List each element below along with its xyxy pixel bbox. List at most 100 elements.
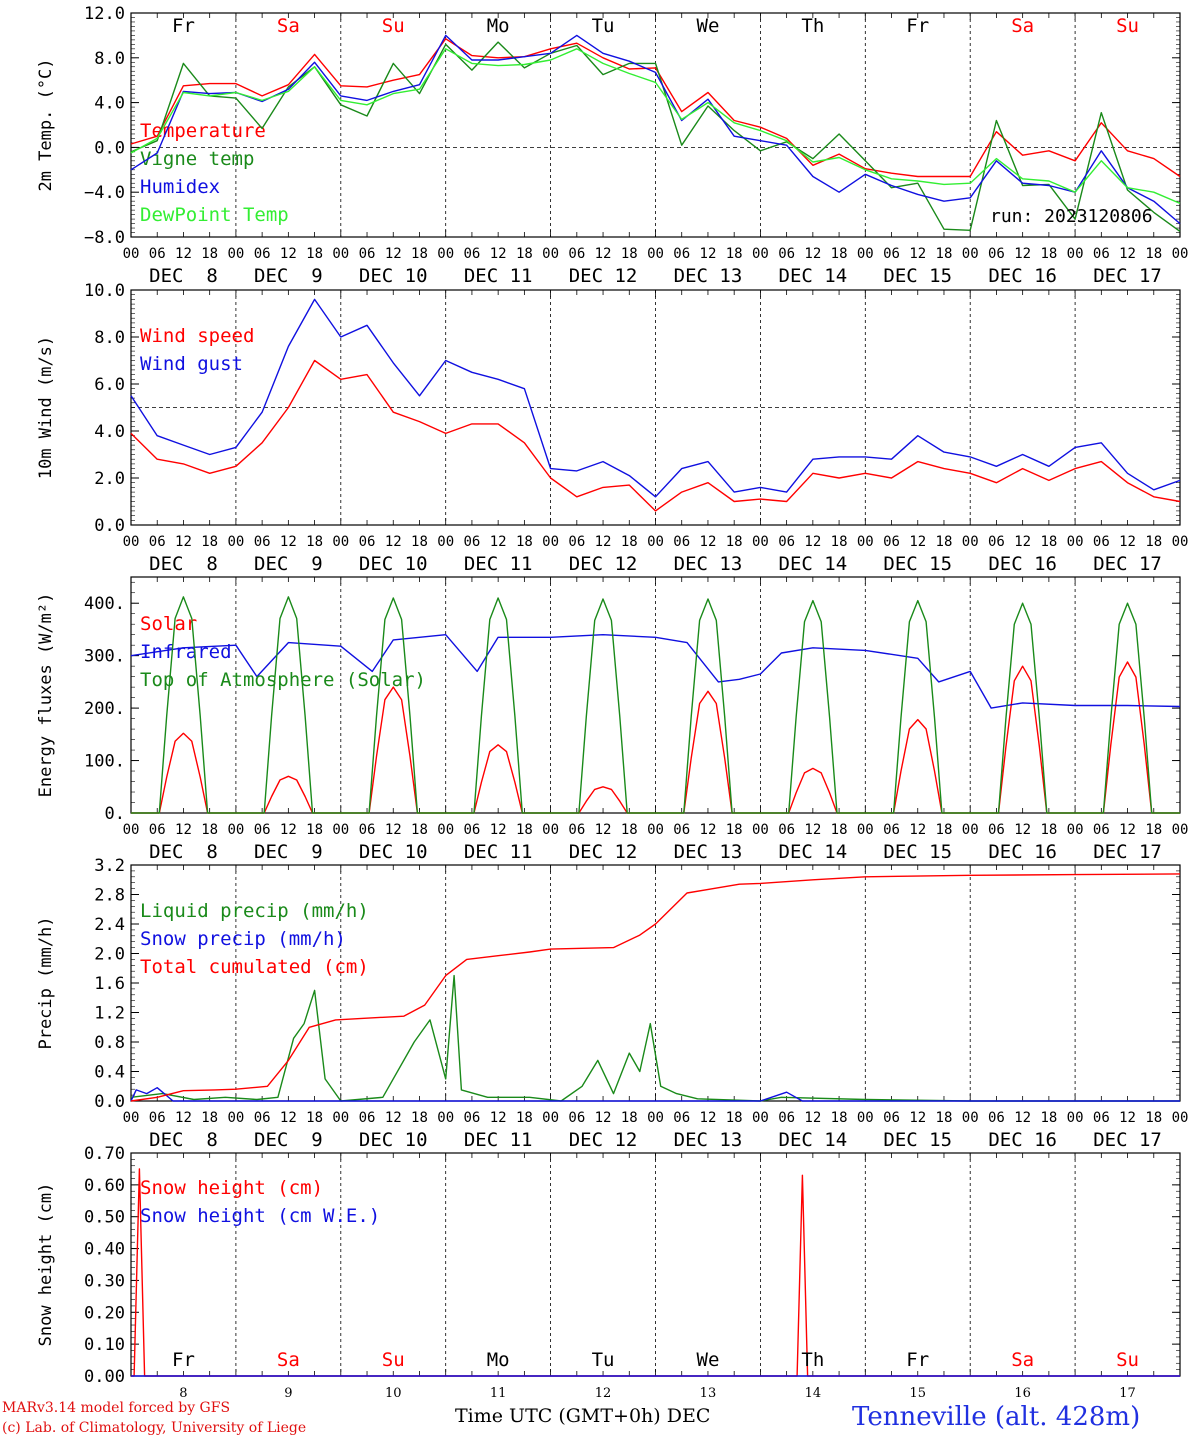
model-credit: MARv3.14 model forced by GFS xyxy=(2,1400,231,1416)
weekday-label: We xyxy=(697,1349,720,1371)
date-label: DEC 8 xyxy=(149,1129,218,1151)
hour-label: 18 xyxy=(516,1110,533,1126)
date-label: DEC 10 xyxy=(359,265,428,287)
legend-entry: Wind speed xyxy=(140,325,254,347)
legend-entry: Snow height (cm) xyxy=(140,1177,323,1199)
date-label: DEC 8 xyxy=(149,553,218,575)
day-number-label: 11 xyxy=(490,1386,507,1401)
hour-label: 00 xyxy=(437,534,454,550)
x-axis-title: Time UTC (GMT+0h) DEC xyxy=(455,1405,711,1427)
y-tick-label: 0.20 xyxy=(84,1303,125,1323)
y-tick-label: 0.40 xyxy=(84,1240,125,1260)
y-tick-label: 1.6 xyxy=(94,974,125,994)
date-label: DEC 10 xyxy=(359,841,428,863)
date-label: DEC 14 xyxy=(779,265,848,287)
weekday-label: Fr xyxy=(906,15,929,37)
hour-label: 00 xyxy=(752,822,769,838)
hour-label: 00 xyxy=(647,1110,664,1126)
hour-label: 00 xyxy=(857,246,874,262)
hour-label: 00 xyxy=(752,1110,769,1126)
date-label: DEC 16 xyxy=(988,841,1057,863)
hour-label: 06 xyxy=(1093,246,1110,262)
hour-label: 18 xyxy=(306,822,323,838)
hour-label: 12 xyxy=(595,822,612,838)
y-tick-label: 2.4 xyxy=(94,915,125,935)
date-label: DEC 9 xyxy=(254,265,323,287)
y-axis-label: 2m Temp. (°C) xyxy=(36,58,56,191)
date-label: DEC 12 xyxy=(569,841,638,863)
hour-label: 18 xyxy=(306,534,323,550)
hour-label: 00 xyxy=(437,822,454,838)
day-number-label: 14 xyxy=(805,1386,822,1401)
day-number-label: 12 xyxy=(595,1386,612,1401)
hour-label: 18 xyxy=(411,822,428,838)
legend-entry: Humidex xyxy=(140,176,220,198)
hour-label: 18 xyxy=(621,246,638,262)
series-line-snow-height-cm xyxy=(131,1168,1180,1377)
day-number-label: 10 xyxy=(385,1386,402,1401)
hour-label: 00 xyxy=(437,246,454,262)
day-number-label: 8 xyxy=(179,1386,187,1401)
hour-label: 06 xyxy=(883,822,900,838)
hour-label: 12 xyxy=(490,246,507,262)
hour-label: 06 xyxy=(568,822,585,838)
y-tick-label: 2.8 xyxy=(94,886,125,906)
hour-label: 00 xyxy=(332,534,349,550)
date-label: DEC 14 xyxy=(779,1129,848,1151)
hour-label: 18 xyxy=(1145,534,1162,550)
date-label: DEC 15 xyxy=(883,265,952,287)
hour-label: 12 xyxy=(385,246,402,262)
series-line-snow-precip-mm-h xyxy=(130,1086,1180,1102)
hour-label: 06 xyxy=(988,822,1005,838)
y-axis-label: Energy fluxes (W/m²) xyxy=(36,593,56,798)
y-axis-label: Precip (mm/h) xyxy=(36,916,56,1049)
series-line-infrared xyxy=(130,634,1181,709)
day-number-label: 17 xyxy=(1119,1386,1136,1401)
hour-label: 06 xyxy=(673,822,690,838)
hour-label: 12 xyxy=(280,246,297,262)
hour-label: 18 xyxy=(1145,1110,1162,1126)
date-label: DEC 11 xyxy=(464,841,533,863)
date-label: DEC 16 xyxy=(988,1129,1057,1151)
weekday-label: Tu xyxy=(592,15,615,37)
hour-label: 18 xyxy=(1040,822,1057,838)
weekday-label: Su xyxy=(382,1349,405,1371)
hour-label: 06 xyxy=(673,246,690,262)
y-tick-label: 0.0 xyxy=(94,138,125,158)
hour-label: 06 xyxy=(254,246,271,262)
series-line-total-cumulated-cm xyxy=(130,873,1181,1102)
series-line-wind-speed xyxy=(130,359,1181,512)
hour-label: 12 xyxy=(490,534,507,550)
hour-label: 12 xyxy=(1014,1110,1031,1126)
hour-label: 12 xyxy=(1014,822,1031,838)
date-label: DEC 11 xyxy=(464,265,533,287)
hour-label: 00 xyxy=(647,246,664,262)
weekday-label: Mo xyxy=(487,15,510,37)
hour-label: 18 xyxy=(831,246,848,262)
hour-label: 12 xyxy=(909,534,926,550)
series-line-vigne-temp xyxy=(130,41,1181,232)
hour-label: 00 xyxy=(1067,534,1084,550)
hour-label: 06 xyxy=(254,1110,271,1126)
date-label: DEC 14 xyxy=(779,841,848,863)
y-tick-label: 4.0 xyxy=(94,94,125,114)
hour-label: 06 xyxy=(1093,1110,1110,1126)
date-label: DEC 17 xyxy=(1093,841,1162,863)
hour-label: 06 xyxy=(254,534,271,550)
hour-label: 18 xyxy=(621,534,638,550)
hour-label: 12 xyxy=(175,246,192,262)
hour-label: 06 xyxy=(673,1110,690,1126)
weekday-label: Th xyxy=(801,1349,824,1371)
chart-panel-1: 12.0 8.0 4.0 0.0 −4.0 −8.0 2m Temp. (°C) Temper… xyxy=(36,4,1188,287)
run-label: run: 2023120806 xyxy=(990,206,1153,227)
hour-label: 06 xyxy=(463,246,480,262)
weekday-label: Su xyxy=(1116,15,1139,37)
hour-label: 06 xyxy=(568,534,585,550)
hour-label: 00 xyxy=(542,534,559,550)
date-label: DEC 13 xyxy=(674,1129,743,1151)
hour-label: 00 xyxy=(752,246,769,262)
series-line-dewpoint-temp xyxy=(130,48,1181,205)
hour-label: 12 xyxy=(1119,534,1136,550)
hour-label: 06 xyxy=(1093,822,1110,838)
hour-label: 12 xyxy=(595,534,612,550)
